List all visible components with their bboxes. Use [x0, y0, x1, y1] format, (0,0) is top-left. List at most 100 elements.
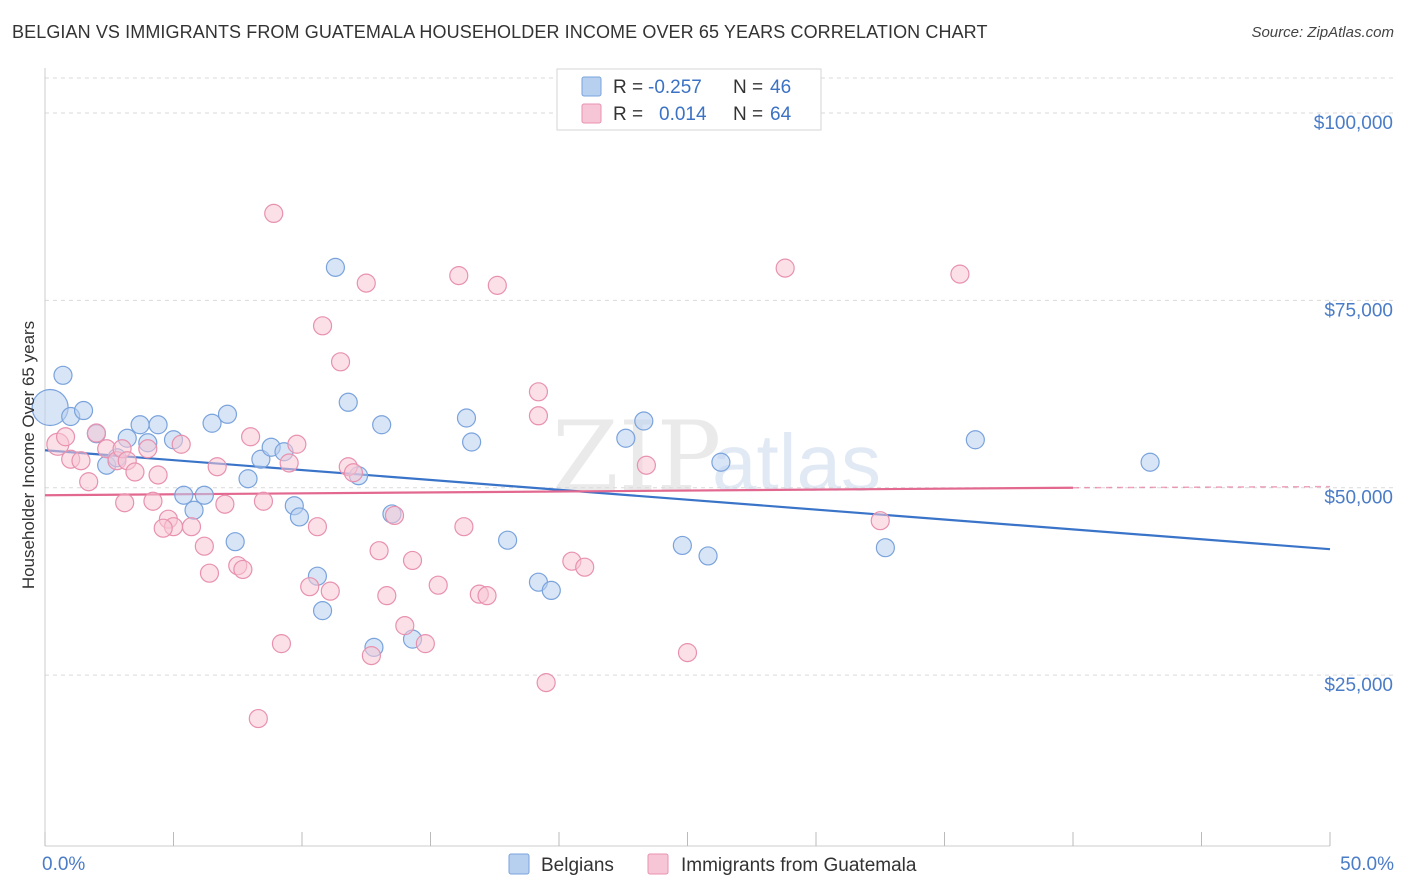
belgians-point [372, 415, 392, 435]
guatemala-point [199, 563, 220, 583]
guatemala-point [287, 434, 307, 454]
belgians-point [462, 432, 482, 452]
guatemala-point [215, 494, 235, 514]
guatemala-point [402, 550, 423, 571]
guatemala-point [138, 439, 158, 459]
correlation-legend: R = -0.257 N = 46 R = 0.014 N = 64 [556, 68, 822, 131]
guatemala-point [950, 264, 970, 284]
y-tick-label: $50,000 [1324, 488, 1393, 509]
belgians-point [634, 411, 654, 431]
belgians-point [965, 430, 985, 450]
guatemala-point [279, 453, 299, 473]
guatemala-point [148, 465, 168, 485]
watermark-atlas: atlas [712, 418, 881, 507]
belgians-point [53, 365, 73, 385]
legend-r-value-1: -0.257 [648, 77, 702, 98]
legend-r-value-2: 0.014 [659, 104, 707, 125]
guatemala-point [870, 511, 890, 531]
belgians-point [456, 408, 477, 428]
legend-item-guatemala: Immigrants from Guatemala [681, 855, 917, 876]
legend-n-value-2: 64 [770, 104, 792, 125]
guatemala-point [449, 266, 469, 286]
legend-n-label-2: N = [733, 104, 763, 125]
guatemala-point [320, 581, 340, 601]
guatemala-point [361, 646, 381, 666]
legend-item-belgians: Belgians [541, 855, 614, 876]
guatemala-point [356, 273, 376, 293]
guatemala-point [369, 541, 389, 561]
belgians-point [217, 404, 238, 424]
guatemala-point [207, 457, 227, 477]
guatemala-point [454, 517, 474, 537]
guatemala-point [377, 586, 397, 606]
y-tick-label: $75,000 [1324, 300, 1393, 321]
guatemala-point [86, 423, 107, 443]
guatemala-point [241, 427, 261, 447]
guatemala-point [775, 258, 795, 278]
belgians-point [289, 507, 310, 527]
belgians-point [194, 485, 214, 505]
guatemala-point [415, 634, 435, 654]
series-legend: Belgians Immigrants from Guatemala [508, 853, 917, 876]
belgians-point [875, 538, 895, 558]
guatemala-point [528, 382, 549, 402]
belgians-point [202, 413, 222, 433]
legend-r-label-2: R = [613, 104, 643, 125]
guatemala-point [575, 557, 595, 577]
guatemala-point [677, 643, 698, 663]
belgians-point [672, 535, 692, 556]
guatemala-point [477, 586, 497, 606]
belgians-point [541, 580, 561, 601]
x-tick-label-min: 0.0% [42, 854, 85, 875]
legend-n-value-1: 46 [770, 77, 791, 98]
guatemala-point [271, 634, 292, 654]
guatemala-point [300, 577, 320, 597]
belgians-point [616, 428, 636, 448]
guatemala-point [79, 472, 99, 492]
guatemala-point [143, 491, 163, 511]
belgians-point [698, 546, 718, 566]
guatemala-point [636, 455, 656, 475]
guatemala-point [55, 427, 76, 447]
belgians-point [312, 601, 333, 621]
grid: $25,000 $50,000 $75,000 $100,000 [45, 77, 1394, 696]
belgians-point [498, 530, 518, 550]
legend-r-label-1: R = [613, 77, 643, 98]
legend-swatch-guatemala [581, 103, 602, 124]
belgians-point [711, 452, 731, 472]
data-points [31, 203, 1160, 729]
belgians-point [1140, 452, 1160, 472]
guatemala-point [384, 505, 405, 526]
guatemala-point [248, 708, 268, 729]
guatemala-point [153, 518, 173, 538]
chart-title: BELGIAN VS IMMIGRANTS FROM GUATEMALA HOU… [12, 22, 988, 42]
guatemala-point [536, 673, 556, 693]
legend-item-belgians-swatch [508, 853, 530, 875]
guatemala-point [253, 491, 274, 511]
y-axis-title: Householder Income Over 65 years [19, 321, 38, 589]
legend-n-label-1: N = [733, 77, 763, 98]
guatemala-point [171, 434, 191, 454]
guatemala-point [264, 203, 284, 224]
guatemala-point [487, 275, 507, 295]
x-tick-label-max: 50.0% [1340, 854, 1394, 875]
legend-swatch-belgians [581, 76, 602, 97]
axes: 0.0% 50.0% [42, 68, 1394, 875]
guatemala-point [395, 616, 415, 636]
belgians-point [238, 469, 258, 489]
source-label: Source: ZipAtlas.com [1251, 24, 1394, 41]
guatemala-point [71, 451, 91, 471]
belgians-point [325, 257, 346, 277]
guatemala-point [181, 517, 202, 537]
guatemala-point [343, 463, 363, 483]
belgians-point [130, 415, 150, 435]
belgians-point [225, 532, 245, 552]
guatemala-point [115, 493, 135, 513]
belgians-point [174, 485, 194, 505]
y-tick-label: $25,000 [1324, 675, 1393, 696]
guatemala-point [528, 406, 549, 426]
guatemala-point [428, 575, 448, 595]
belgians-point [148, 415, 168, 435]
guatemala-point [233, 559, 253, 580]
